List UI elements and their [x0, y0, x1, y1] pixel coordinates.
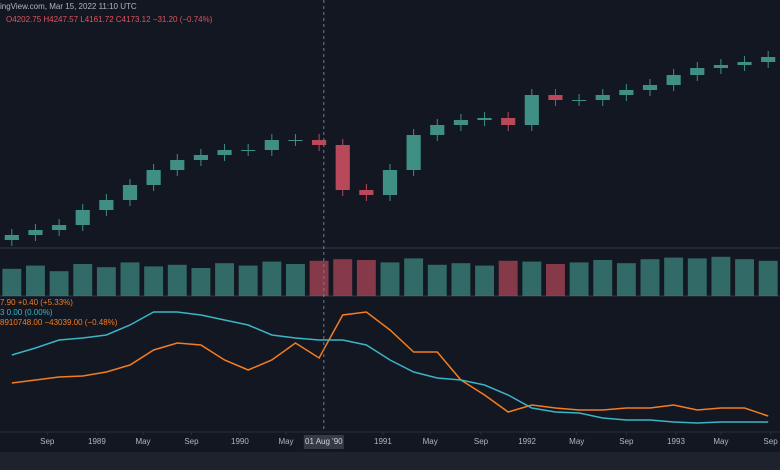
x-tick-label: 1990 — [231, 437, 249, 446]
candle-body — [453, 120, 468, 125]
candle-body — [642, 85, 658, 90]
volume-bar — [96, 267, 116, 296]
candle-body — [382, 170, 398, 195]
volume-bar — [333, 259, 353, 296]
indicator-line — [11, 311, 769, 424]
candle-body — [170, 160, 185, 170]
indicator-line — [11, 311, 769, 417]
volume-bar — [191, 268, 211, 296]
candle-body — [477, 118, 492, 120]
volume-bar — [73, 264, 93, 296]
x-tick-label: May — [423, 437, 438, 446]
candle-body — [28, 230, 43, 235]
candle-body — [75, 210, 90, 225]
candle-body — [52, 225, 67, 230]
x-tick-label: 1989 — [88, 437, 106, 446]
indicator-legend: 3 0.00 (0.00%) — [0, 308, 53, 317]
header-source: ingView.com, Mar 15, 2022 11:10 UTC — [0, 2, 137, 11]
candle-body — [335, 145, 350, 190]
volume-bar — [26, 265, 45, 296]
candle-body — [193, 155, 208, 160]
volume-bar — [546, 264, 565, 296]
volume-bar — [593, 260, 613, 296]
ohlc-legend: O4202.75 H4247.57 L4161.72 C4173.12 −31.… — [6, 15, 213, 24]
x-tick-label: 1991 — [374, 437, 392, 446]
x-tick-label: Sep — [474, 437, 489, 446]
x-tick-label: May — [569, 437, 584, 446]
x-tick-label: May — [278, 437, 293, 446]
volume-bar — [309, 260, 329, 296]
volume-bar — [522, 261, 542, 296]
bottom-bar — [0, 452, 780, 470]
volume-bar — [2, 268, 22, 296]
candle-body — [99, 200, 114, 210]
candle-body — [406, 135, 421, 170]
volume-bar — [120, 262, 140, 296]
volume-bar — [49, 271, 69, 296]
candle-body — [312, 140, 327, 145]
volume-bar — [735, 259, 754, 296]
candle-body — [572, 100, 587, 101]
volume-bar — [238, 265, 258, 296]
volume-bar — [687, 258, 707, 296]
candle-body — [288, 140, 303, 141]
x-tick-label: Sep — [40, 437, 55, 446]
volume-bar — [262, 261, 282, 296]
volume-bar — [664, 257, 684, 296]
candle-body — [737, 62, 752, 65]
x-tick-label: Sep — [184, 437, 199, 446]
volume-bar — [569, 262, 589, 296]
volume-bar — [711, 256, 731, 296]
candle-body — [264, 140, 279, 150]
volume-bar — [758, 260, 778, 296]
volume-bar — [215, 263, 234, 296]
candle-body — [690, 68, 705, 75]
volume-bar — [286, 264, 305, 296]
volume-bar — [427, 264, 447, 296]
volume-bar — [404, 258, 424, 296]
candle-body — [241, 150, 256, 151]
candle-body — [619, 90, 634, 95]
x-tick-label: Sep — [763, 437, 778, 446]
candle-body — [595, 95, 610, 100]
x-tick-label: May — [135, 437, 150, 446]
indicator-legend: 8910748.00 −43039.00 (−0.48%) — [0, 318, 118, 327]
volume-bar — [616, 263, 636, 296]
volume-bar — [451, 263, 471, 296]
candle-body — [146, 170, 161, 185]
volume-bar — [380, 262, 400, 296]
candle-body — [524, 95, 539, 125]
candle-body — [666, 75, 681, 85]
candle-body — [761, 57, 776, 62]
volume-bar — [356, 260, 376, 296]
candle-body — [4, 235, 19, 240]
volume-bar — [498, 260, 518, 296]
volume-bar — [167, 264, 187, 296]
crosshair-label: 01 Aug '90 — [305, 437, 343, 446]
x-tick-label: 1993 — [667, 437, 685, 446]
x-tick-label: May — [713, 437, 728, 446]
indicator-legend: 7.90 +0.40 (+5.33%) — [0, 298, 73, 307]
volume-bar — [144, 266, 164, 296]
x-tick-label: 1992 — [518, 437, 536, 446]
x-tick-label: Sep — [619, 437, 634, 446]
candle-body — [217, 150, 232, 155]
candle-body — [713, 65, 728, 68]
candle-body — [359, 190, 374, 195]
candle-body — [501, 118, 516, 125]
candle-body — [548, 95, 563, 100]
crosshair-label-bg — [303, 435, 344, 449]
candle-body — [122, 185, 138, 200]
volume-bar — [475, 265, 494, 296]
candle-body — [430, 125, 445, 135]
volume-bar — [640, 259, 660, 296]
